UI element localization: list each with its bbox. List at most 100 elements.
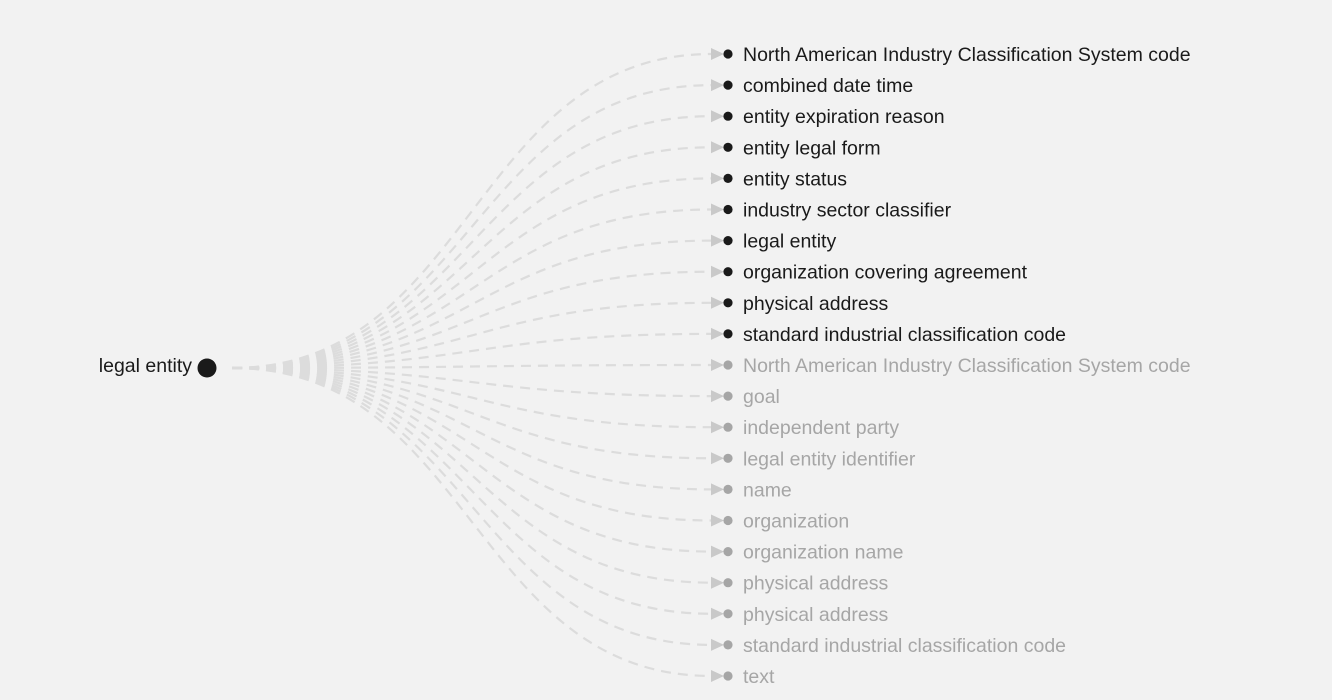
node-dot (723, 640, 733, 650)
node-dot (723, 515, 733, 526)
node-label: organization (743, 511, 849, 533)
tree-link (231, 52, 713, 370)
node-label: name (743, 479, 792, 501)
child-node-inactive[interactable]: name (711, 479, 792, 501)
node-label: North American Industry Classification S… (743, 44, 1191, 66)
node-label: legal entity identifier (743, 448, 916, 470)
arrow-head-icon (711, 607, 724, 620)
child-node-active[interactable]: North American Industry Classification S… (711, 44, 1191, 66)
node-label: entity status (743, 168, 847, 190)
child-node-active[interactable]: legal entity (711, 231, 836, 253)
node-dot (723, 298, 733, 308)
tree-link (231, 366, 713, 584)
node-dot (723, 360, 733, 370)
node-dot (723, 391, 733, 401)
arrow-head-icon (711, 327, 724, 340)
child-node-inactive[interactable]: organization (711, 511, 849, 533)
arrow-head-icon (711, 110, 724, 123)
node-dot (723, 267, 733, 277)
node-dot (723, 142, 733, 152)
tree-link (231, 366, 713, 398)
child-node-inactive[interactable]: physical address (711, 604, 888, 626)
arrow-head-icon (711, 359, 724, 371)
tree-link (231, 366, 713, 491)
arrow-head-icon (711, 390, 724, 403)
child-node-active[interactable]: entity expiration reason (711, 106, 945, 128)
child-node-inactive[interactable]: independent party (711, 417, 899, 439)
node-dot (723, 329, 733, 339)
node-label: physical address (743, 293, 888, 315)
child-node-inactive[interactable]: text (711, 666, 775, 688)
arrow-head-icon (711, 670, 724, 682)
tree-link (231, 366, 713, 646)
tree-link (231, 366, 713, 678)
tree-link (231, 208, 713, 370)
node-label: independent party (743, 417, 899, 439)
child-node-inactive[interactable]: goal (711, 386, 780, 408)
root-node-label[interactable]: legal entity (98, 355, 192, 377)
child-node-active[interactable]: industry sector classifier (711, 200, 952, 222)
node-label: goal (743, 386, 780, 408)
arrow-head-icon (711, 48, 724, 60)
arrow-head-icon (711, 483, 724, 496)
node-label: physical address (743, 573, 888, 595)
child-node-active[interactable]: entity status (711, 168, 847, 190)
child-node-inactive[interactable]: physical address (711, 573, 888, 595)
arrow-head-icon (711, 545, 724, 558)
arrow-head-icon (711, 514, 724, 527)
tree-link (231, 366, 713, 553)
child-node-inactive[interactable]: standard industrial classification code (711, 635, 1066, 657)
node-dot (723, 173, 733, 183)
arrow-head-icon (711, 452, 724, 465)
node-dot (723, 204, 733, 215)
node-label: entity expiration reason (743, 106, 945, 128)
tree-link (231, 84, 713, 370)
node-dot (723, 484, 733, 494)
node-dot (723, 547, 733, 557)
node-dot (723, 609, 733, 619)
tree-link (231, 366, 713, 460)
node-label: organization name (743, 542, 903, 564)
node-dot (723, 111, 733, 121)
node-dot (723, 578, 733, 588)
node-label: text (743, 666, 775, 688)
child-node-inactive[interactable]: legal entity identifier (711, 448, 916, 470)
node-label: combined date time (743, 75, 913, 97)
tree-link (231, 301, 713, 370)
child-node-inactive[interactable]: organization name (711, 542, 903, 564)
child-node-active[interactable]: standard industrial classification code (711, 324, 1066, 346)
arrow-head-icon (711, 638, 724, 651)
arrow-head-icon (711, 79, 724, 92)
child-node-active[interactable]: combined date time (711, 75, 913, 97)
node-label: entity legal form (743, 137, 881, 159)
arrow-head-icon (711, 141, 724, 154)
child-node-active[interactable]: physical address (711, 293, 888, 315)
tree-link (231, 177, 713, 370)
tree-link (231, 363, 713, 370)
tree-link (231, 366, 713, 522)
node-label: legal entity (743, 231, 836, 253)
node-label: organization covering agreement (743, 262, 1028, 284)
node-dot (723, 671, 733, 681)
arrow-head-icon (711, 421, 724, 434)
arrow-head-icon (711, 576, 724, 589)
node-label: standard industrial classification code (743, 635, 1066, 657)
arrow-head-icon (711, 296, 724, 309)
tree-link (231, 332, 713, 370)
node-dot (723, 422, 733, 432)
child-node-active[interactable]: organization covering agreement (711, 262, 1028, 284)
node-label: industry sector classifier (743, 200, 952, 222)
root-node-dot[interactable] (197, 358, 217, 378)
arrow-head-icon (711, 172, 724, 185)
node-label: physical address (743, 604, 888, 626)
child-node-active[interactable]: entity legal form (711, 137, 881, 159)
node-label: standard industrial classification code (743, 324, 1066, 346)
tree-link (231, 270, 713, 370)
node-label: North American Industry Classification S… (743, 355, 1191, 377)
tree-link (231, 239, 713, 370)
arrow-head-icon (711, 203, 724, 216)
child-node-inactive[interactable]: North American Industry Classification S… (711, 355, 1191, 377)
node-dot (723, 453, 733, 463)
